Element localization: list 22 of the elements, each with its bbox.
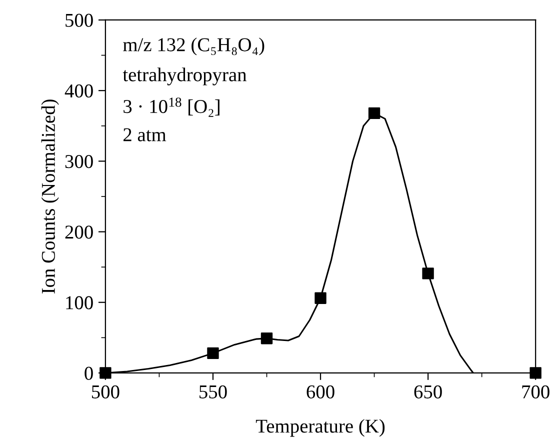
- x-tick-label: 500: [92, 385, 120, 398]
- x-tick-label: 650: [414, 385, 442, 398]
- point: [207, 347, 219, 360]
- y-axis-title: Ion Counts (Normalized): [41, 100, 59, 294]
- x-axis-title: Temperature (K): [256, 419, 385, 437]
- x-tick-label: 550: [200, 385, 227, 398]
- y-tick-label: 500: [66, 14, 93, 27]
- y-tick-label: 100: [66, 296, 93, 310]
- point: [368, 107, 380, 120]
- annotation: m/z 132 (C₅H₈O₄): [123, 38, 264, 56]
- point: [260, 332, 273, 344]
- annotation: 3 · 10$^{18}$ [O₂]: [124, 98, 220, 117]
- y-tick-label: 400: [64, 84, 93, 98]
- y-tick-label: 300: [65, 154, 93, 168]
- y-tick-label: 200: [65, 226, 93, 239]
- x-tick-label: 700: [522, 385, 550, 398]
- point: [314, 292, 326, 304]
- x-tick-label: 600: [306, 385, 334, 398]
- y-tick-label: 0: [84, 366, 93, 380]
- annotation: 2 atm: [124, 128, 166, 142]
- point: [422, 268, 434, 280]
- annotation: tetrahydropyran: [122, 68, 247, 86]
